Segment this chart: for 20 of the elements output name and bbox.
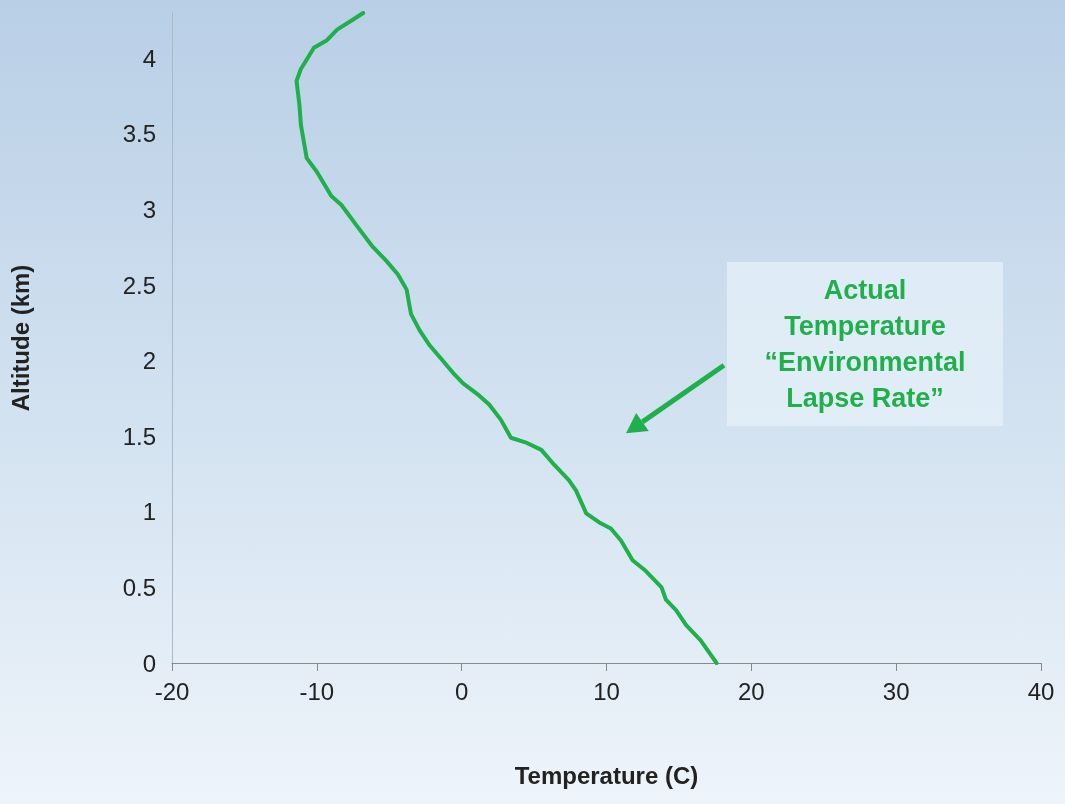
y-tick-label: 3 <box>142 196 156 224</box>
y-tick-label: 0 <box>142 649 156 677</box>
x-tick-label: 20 <box>737 677 765 705</box>
x-axis-title: Temperature (C) <box>514 761 699 789</box>
y-tick-label: 1 <box>142 498 156 526</box>
x-tick-label: -20 <box>154 677 190 705</box>
annotation: Actual Temperature “Environmental Lapse Rate” <box>727 262 1003 426</box>
line-series <box>294 11 719 665</box>
y-tick-label: 0.5 <box>122 573 156 601</box>
y-tick-label: 1.5 <box>122 422 156 450</box>
x-tick-label: 0 <box>454 677 469 705</box>
y-tick-label: 4 <box>142 44 156 72</box>
x-tick-label: 40 <box>1027 677 1055 705</box>
y-axis-title: Altitude (km) <box>6 264 34 412</box>
x-tick-label: 10 <box>593 677 620 705</box>
y-tick-label: 2.5 <box>122 271 156 299</box>
x-tick-label: 30 <box>882 677 910 705</box>
x-tick-label: -10 <box>299 677 335 705</box>
y-tick-label: 3.5 <box>122 120 156 148</box>
y-tick-label: 2 <box>142 347 156 375</box>
